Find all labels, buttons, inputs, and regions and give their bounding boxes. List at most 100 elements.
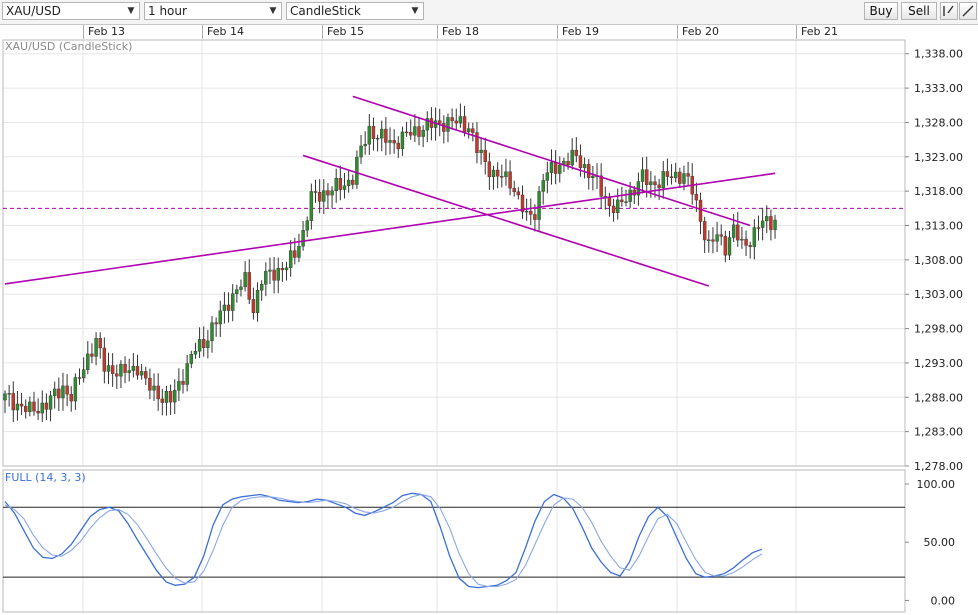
candle-body [322, 190, 326, 202]
candle-body [466, 128, 471, 133]
candle-body [694, 193, 699, 201]
candle-body [181, 381, 185, 385]
candle-body [421, 129, 425, 137]
candle-body [479, 149, 483, 153]
candle-body [723, 236, 728, 256]
candle-body [384, 128, 388, 143]
price-tick-label: 1,283.00 [914, 426, 963, 439]
stochastic-tick-label: 0.00 [931, 594, 956, 607]
candle-body [110, 365, 115, 374]
candle-body [90, 353, 94, 357]
candle-body [3, 393, 7, 401]
price-panel-frame [2, 39, 906, 467]
candle-body [487, 161, 492, 178]
candle-body [288, 250, 293, 268]
candle-body [334, 178, 338, 192]
candle-body [235, 289, 239, 294]
date-label: Feb 21 [801, 25, 838, 38]
candle-body [740, 238, 744, 241]
candle-body [508, 171, 512, 189]
stochastic-frame-rect [2, 469, 906, 613]
candle-body [682, 173, 686, 184]
chart-style-select[interactable]: CandleStick ▼ [286, 2, 424, 20]
trendline-rising-support[interactable] [4, 172, 776, 285]
trendline-channel-upper[interactable] [352, 95, 751, 227]
candle-body [330, 190, 334, 196]
candle-body [222, 304, 227, 311]
candle-body [645, 169, 649, 185]
candlestick-series [3, 103, 777, 422]
candle-body [15, 403, 20, 411]
candle-body [686, 173, 690, 177]
date-tick [557, 25, 558, 39]
candle-body [756, 227, 761, 229]
stochastic-panel-frame [2, 469, 906, 613]
stochastic-grid [82, 470, 797, 612]
candle-body [475, 132, 479, 153]
candle-body [587, 164, 591, 178]
trendline-draw-button[interactable] [959, 2, 977, 20]
candle-body [607, 197, 612, 207]
candle-body [698, 199, 703, 222]
line-draw-button[interactable] [940, 2, 958, 20]
candle-body [44, 402, 49, 410]
candle-body [529, 210, 533, 215]
candle-body [135, 365, 140, 376]
candle-body [206, 340, 210, 349]
candle-body [773, 219, 777, 230]
candle-body [259, 284, 264, 291]
candle-body [388, 140, 392, 143]
trendlines[interactable] [4, 95, 776, 287]
candle-body [52, 388, 57, 396]
candle-body [202, 339, 206, 349]
sell-button[interactable]: Sell [901, 2, 937, 20]
candle-body [558, 164, 562, 174]
candle-body [264, 271, 268, 285]
trendline-channel-lower[interactable] [302, 154, 710, 287]
candle-body [313, 191, 318, 193]
candle-body [616, 199, 620, 213]
candle-body [380, 128, 384, 139]
candle-body [94, 338, 98, 357]
candle-body [649, 181, 653, 185]
candle-body [375, 137, 380, 140]
candle-body [653, 181, 657, 186]
stochastic-tick-label: 100.00 [917, 478, 956, 491]
candle-body [11, 393, 15, 411]
candle-body [61, 385, 65, 399]
candle-body [69, 393, 73, 402]
candle-body [239, 286, 243, 290]
candle-body [102, 347, 107, 372]
candle-body [268, 269, 272, 272]
candle-body [218, 310, 222, 325]
candle-body [251, 299, 256, 314]
candle-body [512, 188, 516, 193]
trendline-draw-icon [962, 5, 974, 17]
chevron-down-icon: ▼ [411, 6, 419, 16]
date-label: Feb 18 [442, 25, 479, 38]
candle-body [727, 237, 732, 256]
candle-body [760, 220, 765, 228]
candle-body [491, 169, 496, 178]
candle-body [396, 142, 400, 150]
timeframe-select[interactable]: 1 hour ▼ [144, 2, 282, 20]
buy-button[interactable]: Buy [864, 2, 898, 20]
price-tick-label: 1,323.00 [914, 151, 963, 164]
candle-body [524, 210, 529, 213]
candle-body [115, 373, 119, 377]
candle-body [570, 149, 574, 166]
candle-body [139, 371, 144, 376]
stochastic-tick-label: 50.00 [924, 536, 956, 549]
date-label: Feb 19 [562, 25, 599, 38]
candle-body [446, 117, 450, 132]
candle-body [255, 290, 260, 314]
stochastic-d-line [4, 493, 763, 588]
chart-title: XAU/USD (CandleStick) [5, 40, 132, 53]
symbol-select[interactable]: XAU/USD ▼ [2, 2, 140, 20]
candle-body [516, 191, 521, 196]
candle-body [144, 371, 148, 379]
toolbar: XAU/USD ▼ 1 hour ▼ CandleStick ▼ Buy Sel… [0, 0, 978, 25]
candle-body [599, 175, 603, 197]
candle-body [450, 117, 454, 122]
